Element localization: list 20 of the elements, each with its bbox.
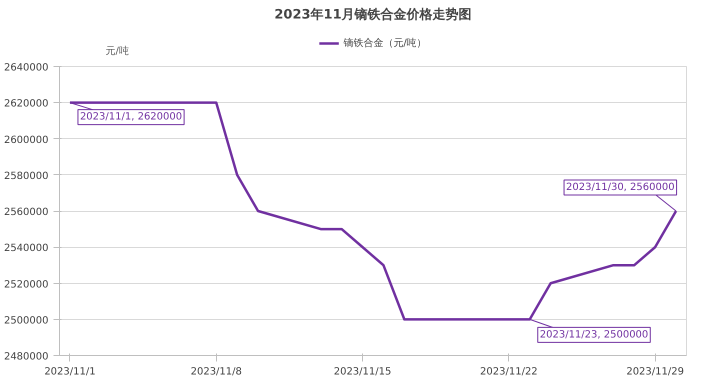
y-tick-label: 2520000 (4, 279, 49, 290)
annotation: 2023/11/1, 2620000 (80, 112, 182, 123)
y-tick-label: 2540000 (4, 243, 49, 254)
y-axis-title: 元/吨 (106, 44, 129, 57)
y-tick-label: 2560000 (4, 207, 49, 218)
annotation: 2023/11/30, 2560000 (566, 182, 675, 193)
y-tick-label: 2640000 (4, 62, 49, 74)
y-tick-label: 2600000 (4, 134, 49, 146)
x-tick-label: 2023/11/8 (190, 366, 242, 378)
x-tick-label: 2023/11/22 (480, 366, 538, 378)
x-tick-label: 2023/11/15 (334, 366, 392, 378)
chart-title: 2023年11月镝铁合金价格走势图 (274, 6, 472, 22)
y-tick-label: 2580000 (4, 170, 49, 182)
y-tick-label: 2480000 (4, 352, 49, 362)
y-tick-label: 2500000 (4, 315, 49, 326)
legend-label: 镝铁合金（元/吨） (343, 36, 427, 50)
annotation: 2023/11/23, 2500000 (540, 329, 648, 340)
x-tick-label: 2023/11/29 (626, 366, 684, 378)
x-tick-label: 2023/11/1 (44, 366, 96, 378)
y-tick-label: 2620000 (4, 98, 49, 110)
